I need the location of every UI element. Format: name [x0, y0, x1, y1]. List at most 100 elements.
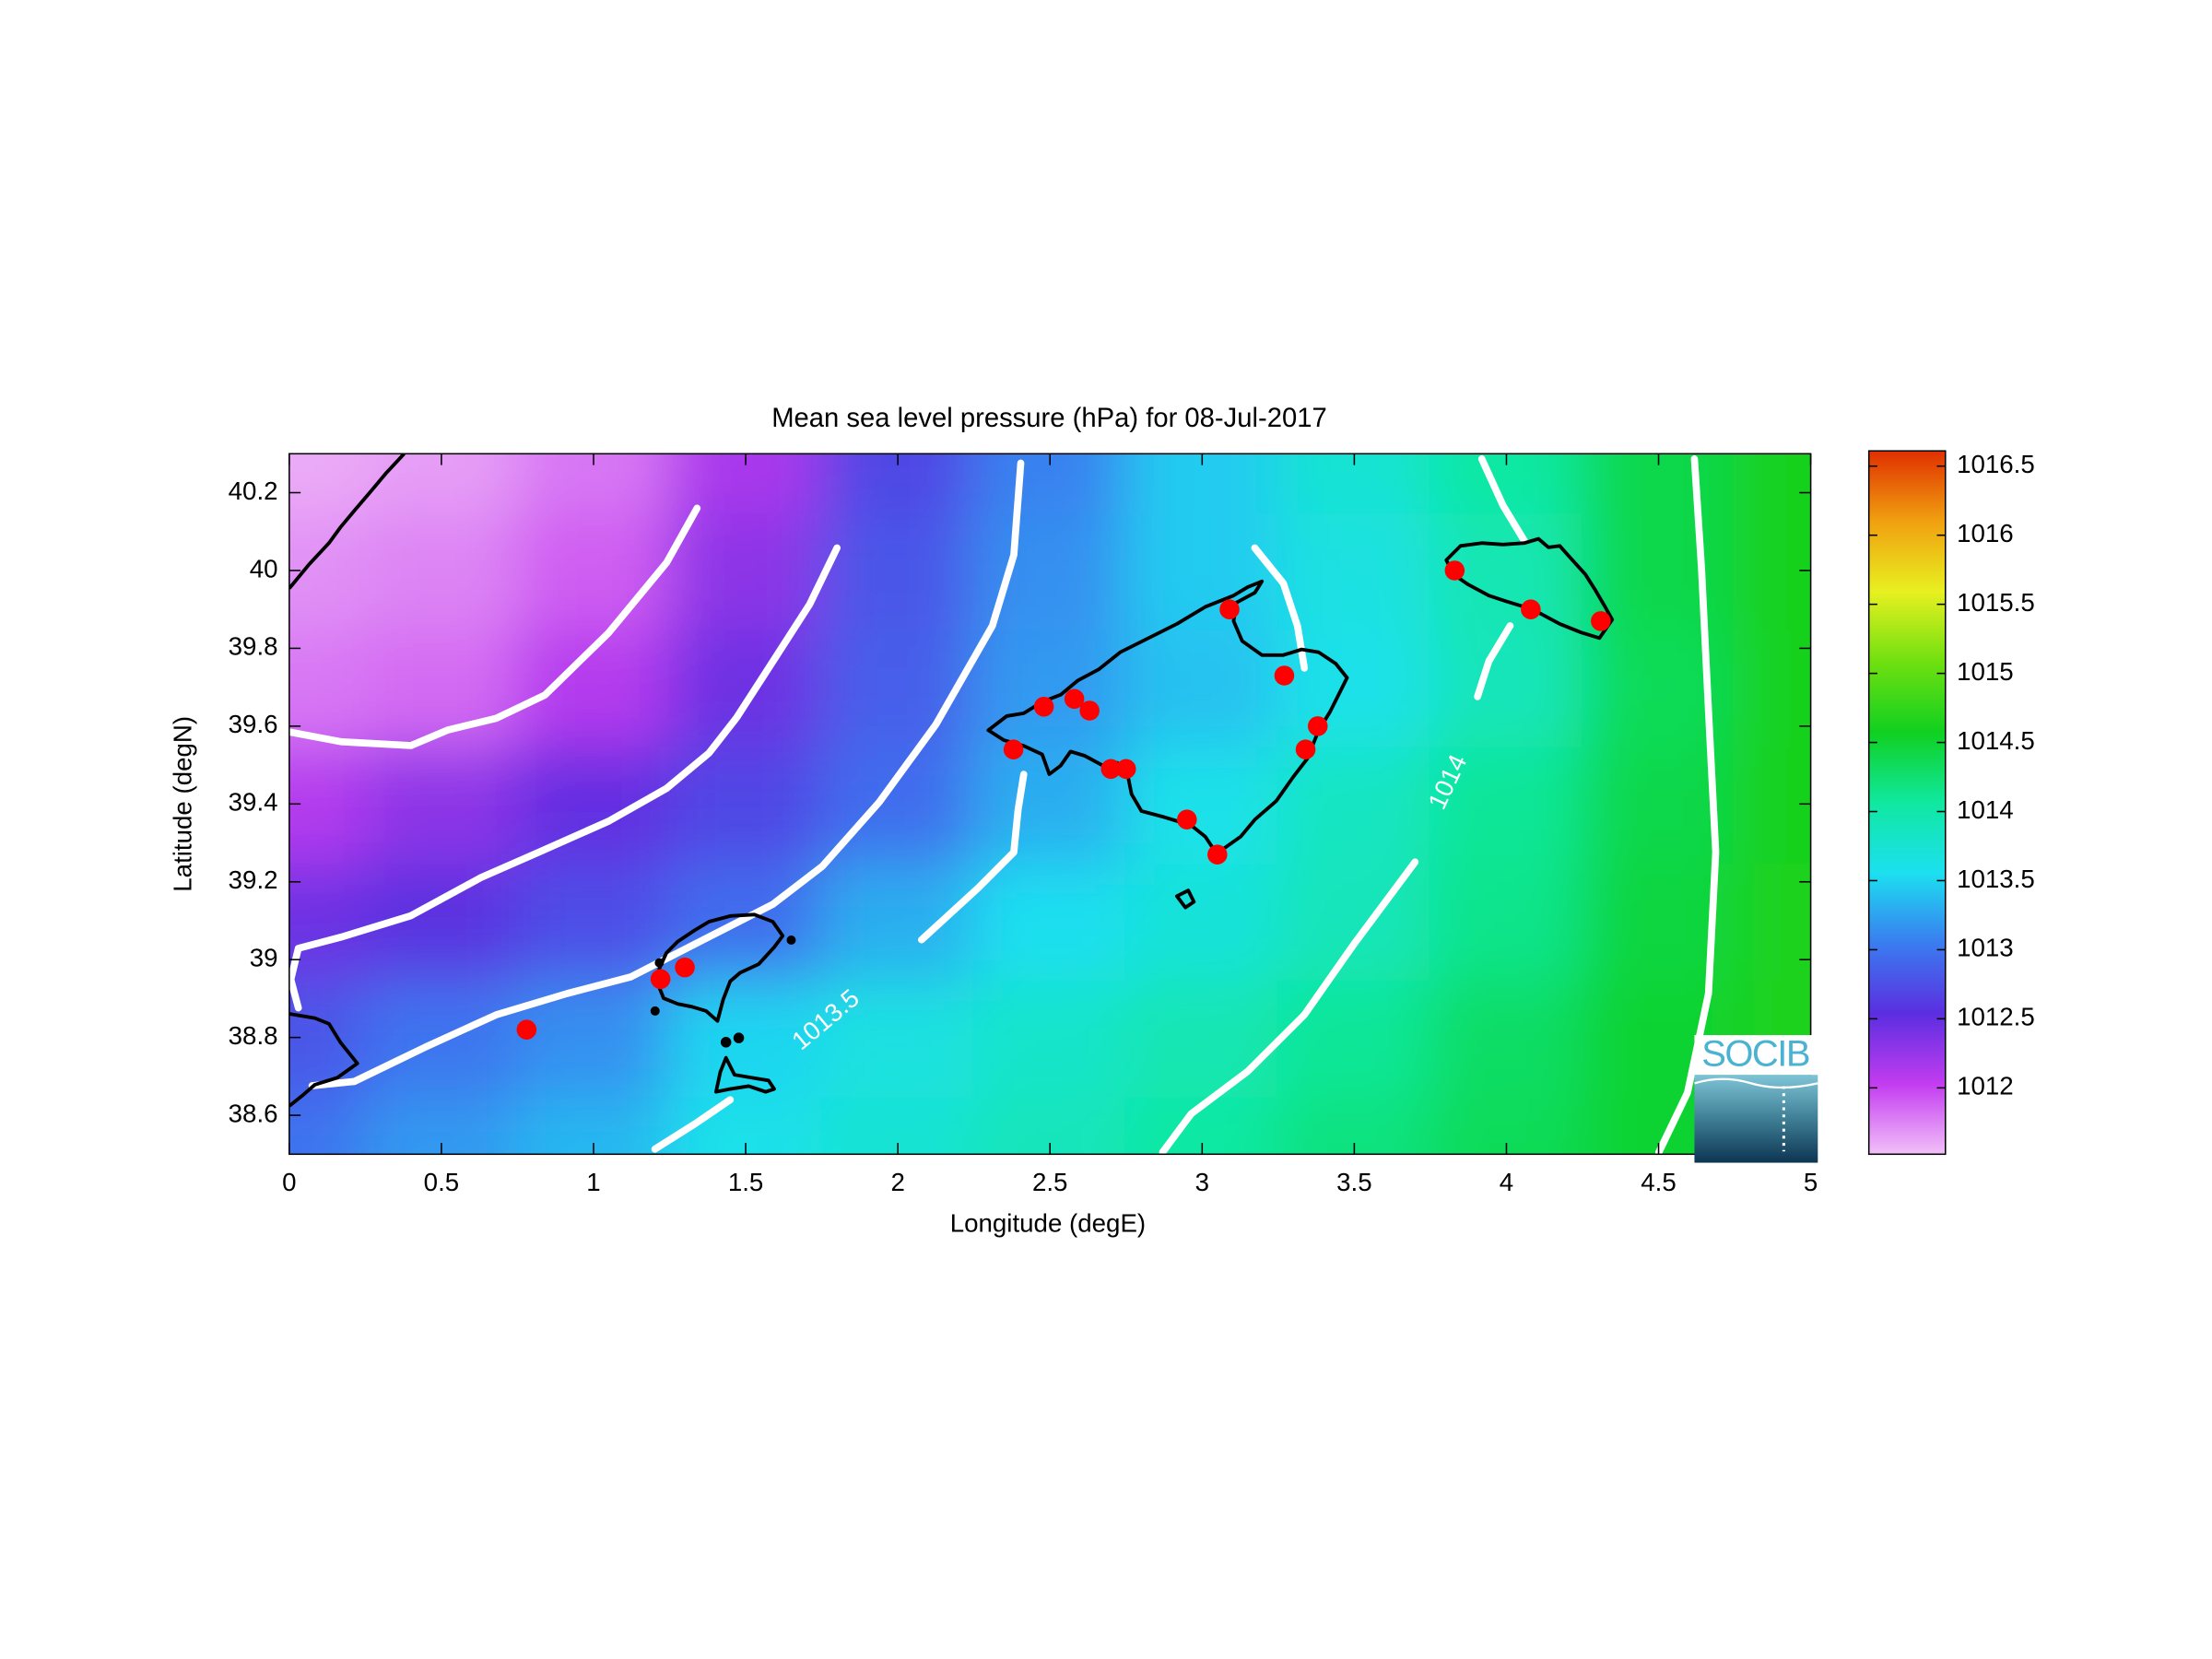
x-tick-label: 1.5	[728, 1168, 764, 1196]
islet	[733, 1032, 745, 1043]
station	[1274, 665, 1295, 686]
pressure-cell	[288, 453, 367, 514]
y-tick-label: 39	[250, 944, 278, 972]
stations	[516, 560, 1611, 1040]
station	[1307, 716, 1328, 736]
colorbar-tick-label: 1016.5	[1957, 450, 2035, 478]
pressure-cell	[1733, 511, 1811, 630]
pressure-cell	[820, 977, 976, 1098]
pressure-cell	[1429, 744, 1584, 865]
coast-formentera	[714, 1055, 776, 1094]
logo-text: SOCIB	[1701, 1034, 1809, 1075]
pressure-cell	[1429, 861, 1584, 981]
pressure-cell	[1124, 744, 1280, 865]
station	[1207, 844, 1228, 865]
colorbar-tick-label: 1012.5	[1957, 1003, 2035, 1031]
pressure-cell	[363, 453, 519, 514]
pressure-cell	[820, 453, 976, 514]
y-tick-label: 39.6	[229, 710, 278, 738]
pressure-cell	[1733, 627, 1811, 747]
chart-title: Mean sea level pressure (hPa) for 08-Jul…	[771, 404, 1327, 433]
pressure-cell	[515, 977, 672, 1098]
pressure-cell	[1124, 511, 1280, 630]
pressure-cell	[820, 861, 976, 981]
islet	[654, 958, 665, 968]
y-tick-label: 39.4	[229, 788, 278, 817]
coast-menorca	[1444, 536, 1615, 641]
x-tick-label: 5	[1804, 1168, 1818, 1196]
colorbar-tick-label: 1013.5	[1957, 865, 2035, 893]
pressure-cell	[820, 511, 976, 630]
y-tick-label: 38.6	[229, 1099, 278, 1127]
station	[1177, 809, 1197, 830]
pressure-cell	[668, 511, 824, 630]
islet	[650, 1006, 660, 1016]
colorbar-scale	[1867, 450, 1947, 1156]
pressure-cell	[668, 453, 824, 514]
station	[1116, 759, 1136, 780]
pressure-cell	[1124, 977, 1280, 1098]
station	[1064, 688, 1085, 710]
contour-line	[1655, 455, 1720, 1155]
colorbar-tick-label: 1014.5	[1957, 726, 2035, 755]
x-tick-label: 4.5	[1641, 1168, 1677, 1196]
station	[675, 957, 695, 978]
station	[1003, 739, 1024, 759]
pressure-cell	[668, 627, 824, 747]
logo-back	[1694, 1035, 1818, 1076]
pressure-cell	[1277, 744, 1432, 865]
islet	[786, 935, 796, 945]
pressure-cell	[288, 627, 367, 747]
logo-wave	[1694, 1077, 1818, 1089]
pressure-cell	[288, 977, 367, 1098]
x-axis-label: Longitude (degE)	[950, 1209, 1146, 1238]
pressure-cell	[1277, 977, 1432, 1098]
y-tick-label: 40.2	[229, 477, 278, 505]
colorbar-tick-label: 1016	[1957, 519, 2014, 547]
pressure-cell	[363, 1094, 519, 1155]
coast-spain-north	[288, 453, 406, 590]
station	[1295, 739, 1316, 759]
coast-spain-south	[288, 1012, 359, 1108]
pressure-cell	[668, 744, 824, 865]
pressure-cell	[363, 511, 519, 630]
x-tick-label: 3.5	[1336, 1168, 1372, 1196]
contours	[288, 455, 1720, 1155]
contour-line	[1251, 544, 1309, 672]
coastlines	[288, 453, 1615, 1108]
colorbar: 1012 1012.5 1013 1013.5 1014 1014.5 1015 1015.5…	[1867, 450, 2035, 1156]
pressure-cell	[515, 861, 672, 981]
x-tick-label: 2.5	[1032, 1168, 1068, 1196]
pressure-cell	[515, 1094, 672, 1155]
pressure-cell	[1277, 861, 1432, 981]
pressure-cell	[1733, 453, 1811, 514]
pressure-cell	[363, 744, 519, 865]
pressure-cell	[1429, 453, 1584, 514]
contour-line	[1159, 858, 1419, 1155]
station	[1079, 700, 1100, 721]
station	[1033, 696, 1054, 717]
pressure-cell	[1429, 627, 1584, 747]
pressure-cell	[1581, 453, 1736, 514]
pressure-cell	[363, 627, 519, 747]
contour-line	[288, 544, 841, 1012]
contour-line	[288, 504, 701, 749]
colorbar-tick-label: 1015	[1957, 657, 2014, 686]
x-tick-label: 4	[1500, 1168, 1513, 1196]
x-tick-label: 1	[586, 1168, 600, 1196]
contour-line	[651, 771, 1028, 1153]
colorbar-tick-label: 1015.5	[1957, 588, 2035, 617]
pressure-cell	[288, 744, 367, 865]
station	[1100, 759, 1122, 780]
islet	[720, 1037, 732, 1048]
pressure-cell	[288, 1094, 367, 1155]
pressure-cell	[1124, 627, 1280, 747]
y-tick-label: 38.8	[229, 1021, 278, 1050]
pressure-cell	[515, 453, 672, 514]
station	[1521, 599, 1541, 619]
coast-cabrera	[1175, 888, 1196, 910]
pressure-cell	[515, 511, 672, 630]
station	[650, 969, 671, 990]
